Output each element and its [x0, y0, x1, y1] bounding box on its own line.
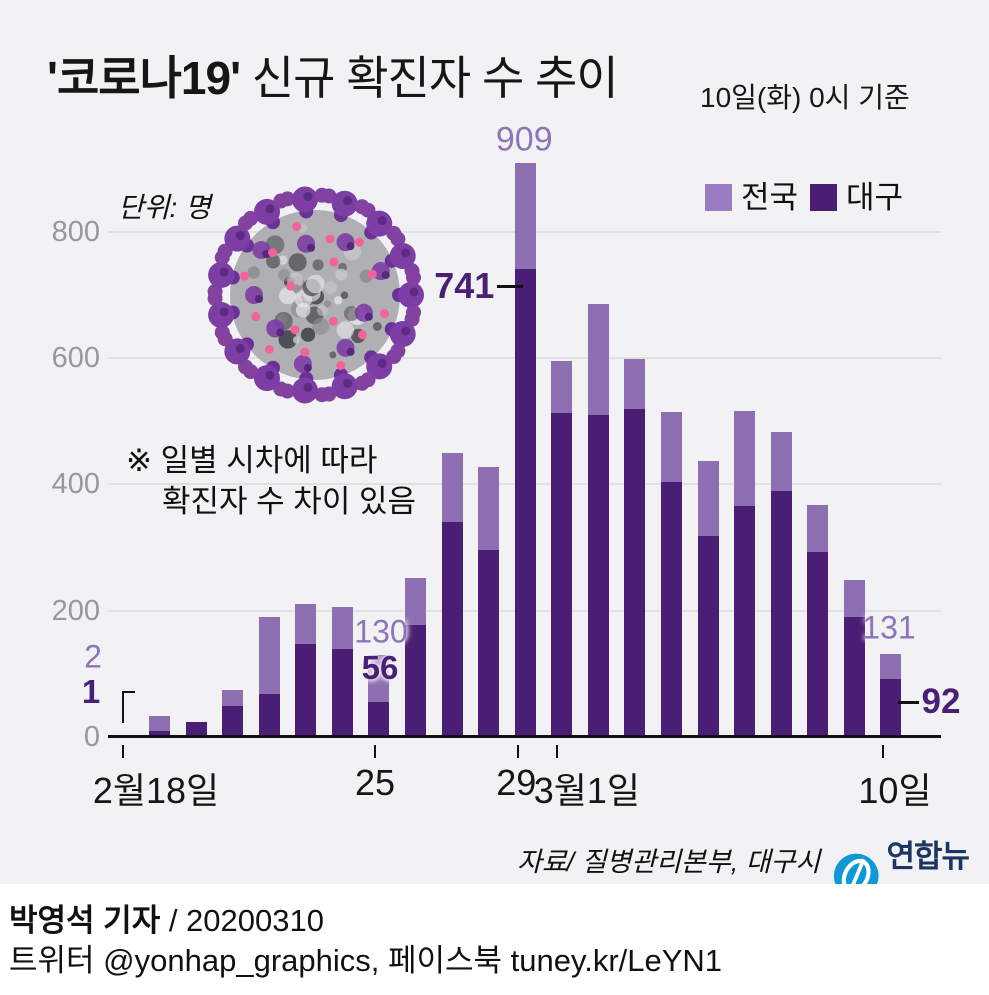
- x-axis-label-25: 25: [354, 762, 396, 803]
- bar-3월5일: [697, 461, 719, 737]
- y-axis-label-200: 200: [51, 594, 100, 627]
- bar-daegu-3월10일: [880, 678, 902, 737]
- bar-daegu-3월6일: [734, 505, 756, 737]
- coronavirus-illustration: [207, 186, 424, 404]
- reporter-name: 박영석 기자: [9, 903, 161, 938]
- label-daegu-1: 1: [81, 673, 101, 710]
- bar-2월26일: [405, 577, 427, 737]
- y-axis-label-800: 800: [51, 215, 100, 248]
- legend-swatch-daegu: [810, 184, 837, 211]
- legend-swatch-national: [705, 184, 732, 211]
- label-national-130: 130: [354, 613, 408, 650]
- bar-2월24일: [331, 606, 353, 737]
- bar-daegu-3월1일: [551, 413, 573, 737]
- dash-daegu: [897, 700, 919, 704]
- bar-daegu-2월25일: [368, 701, 390, 737]
- footnote-line1: ※ 일별 시차에 따라: [126, 443, 378, 478]
- bar-2월27일: [441, 452, 463, 737]
- bar-daegu-3월8일: [807, 551, 829, 737]
- x-axis-label-2월18일: 2월18일: [92, 770, 220, 811]
- bar-3월3일: [624, 359, 646, 737]
- x-tick-25: [373, 745, 376, 758]
- dash-daegu: [497, 285, 524, 289]
- bar-3월2일: [587, 303, 609, 737]
- title-rest: 신규 확진자 수 추이: [240, 52, 619, 104]
- x-tick-29: [517, 745, 520, 758]
- unit-label: 단위: 명: [118, 192, 211, 223]
- title-quoted: '코로나19': [47, 52, 241, 104]
- legend-label-daegu: 대구: [846, 180, 904, 215]
- bar-3월7일: [770, 432, 792, 737]
- footnote: ※ 일별 시차에 따라 확진자 수 차이 있음: [126, 440, 416, 522]
- bar-daegu-2월26일: [405, 624, 427, 737]
- byline: 박영석 기자 / 20200310: [9, 895, 324, 940]
- bar-2월29일: [514, 162, 536, 737]
- bar-2월19일: [149, 715, 171, 737]
- data-source: 자료/ 질병관리본부, 대구시: [517, 847, 821, 877]
- footer-band: 박영석 기자 / 20200310 트위터 @yonhap_graphics, …: [0, 884, 989, 995]
- bar-2월23일: [295, 604, 317, 737]
- label-daegu-741: 741: [434, 265, 495, 307]
- bar-2월22일: [258, 617, 280, 737]
- label-national-2: 2: [84, 638, 102, 675]
- x-tick-3월1일: [555, 745, 558, 758]
- bar-daegu-2월29일: [514, 269, 536, 737]
- bar-3월1일: [551, 361, 573, 737]
- as-of-label: 10일(화) 0시 기준: [700, 82, 910, 113]
- bar-daegu-3월7일: [770, 490, 792, 737]
- y-axis-label-400: 400: [51, 468, 100, 501]
- bar-daegu-2월21일: [222, 706, 244, 737]
- legend-label-national: 전국: [741, 180, 799, 215]
- bar-3월9일: [843, 580, 865, 737]
- footnote-line2: 확진자 수 차이 있음: [162, 484, 416, 519]
- bar-3월6일: [734, 411, 756, 737]
- y-axis-label-0: 0: [83, 721, 100, 753]
- legend-item-national: 전국: [705, 180, 799, 215]
- bar-3월10일: [880, 654, 902, 737]
- label-national-131: 131: [862, 609, 916, 646]
- bar-daegu-3월2일: [587, 414, 609, 737]
- bar-daegu-3월9일: [843, 617, 865, 737]
- bar-daegu-2월20일: [185, 722, 207, 737]
- bar-daegu-3월4일: [661, 481, 683, 737]
- page-title: '코로나19' 신규 확진자 수 추이: [47, 42, 619, 108]
- x-axis-label-3월1일: 3월1일: [533, 770, 640, 811]
- bar-daegu-2월23일: [295, 644, 317, 737]
- bar-daegu-3월3일: [624, 408, 646, 737]
- bracket-horizontal: [122, 691, 135, 693]
- bar-daegu-2월22일: [258, 694, 280, 737]
- bar-daegu-3월5일: [697, 536, 719, 737]
- label-daegu-92: 92: [921, 681, 961, 721]
- x-axis-label-10일: 10일: [858, 770, 932, 811]
- y-axis-label-600: 600: [51, 342, 100, 375]
- bar-daegu-2월24일: [331, 649, 353, 737]
- byline-date: / 20200310: [160, 903, 324, 938]
- label-daegu-56: 56: [361, 649, 399, 686]
- bar-3월4일: [661, 411, 683, 737]
- bar-daegu-2월28일: [478, 550, 500, 737]
- social-links: 트위터 @yonhap_graphics, 페이스북 tuney.kr/LeYN…: [9, 943, 723, 978]
- x-axis-line: [108, 735, 941, 738]
- x-axis-label-29: 29: [496, 762, 537, 803]
- bar-2월25일: [368, 654, 390, 737]
- bracket-vertical: [122, 691, 124, 723]
- bar-daegu-2월19일: [149, 730, 171, 737]
- legend-item-daegu: 대구: [810, 180, 904, 215]
- x-tick-10일: [881, 745, 884, 758]
- x-tick-2월18일: [122, 745, 124, 758]
- bar-2월28일: [478, 467, 500, 737]
- bar-2월20일: [185, 721, 207, 737]
- bar-3월8일: [807, 505, 829, 737]
- bar-2월21일: [222, 690, 244, 737]
- bar-daegu-2월27일: [441, 522, 463, 737]
- label-national-909: 909: [495, 120, 553, 159]
